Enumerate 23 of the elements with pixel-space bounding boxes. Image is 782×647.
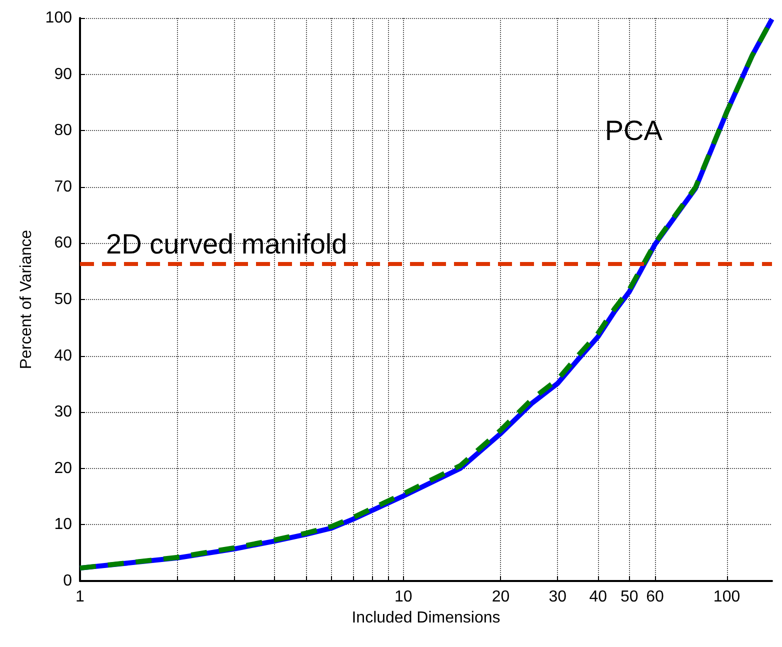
x-tick-label: 10: [394, 588, 412, 606]
x-tick-label: 60: [646, 588, 664, 606]
y-tick-label: 80: [54, 122, 72, 140]
y-tick-label: 30: [54, 404, 72, 421]
y-tick-label: 0: [63, 572, 72, 590]
y-tick-label: 90: [54, 66, 72, 83]
y-tick-label: 60: [54, 234, 72, 252]
y-tick-label: 40: [54, 347, 72, 364]
x-tick-label: 1: [76, 588, 85, 606]
y-tick-label: 20: [54, 460, 72, 477]
y-tick-label: 70: [54, 178, 72, 196]
y-axis-title: Percent of Variance: [18, 230, 35, 370]
x-tick-label: 30: [548, 588, 567, 606]
x-tick-label: 100: [713, 588, 740, 606]
y-tick-label: 50: [54, 291, 72, 308]
y-tick-label: 10: [54, 516, 72, 534]
x-tick-label: 20: [492, 588, 510, 606]
y-tick-label: 100: [45, 10, 72, 26]
x-tick-label: 40: [589, 588, 608, 606]
x-tick-label: 50: [620, 588, 638, 606]
annotation: PCA: [604, 115, 663, 146]
x-axis-title: Included Dimensions: [352, 609, 500, 626]
ref-line-label: 2D curved manifold: [106, 228, 348, 260]
